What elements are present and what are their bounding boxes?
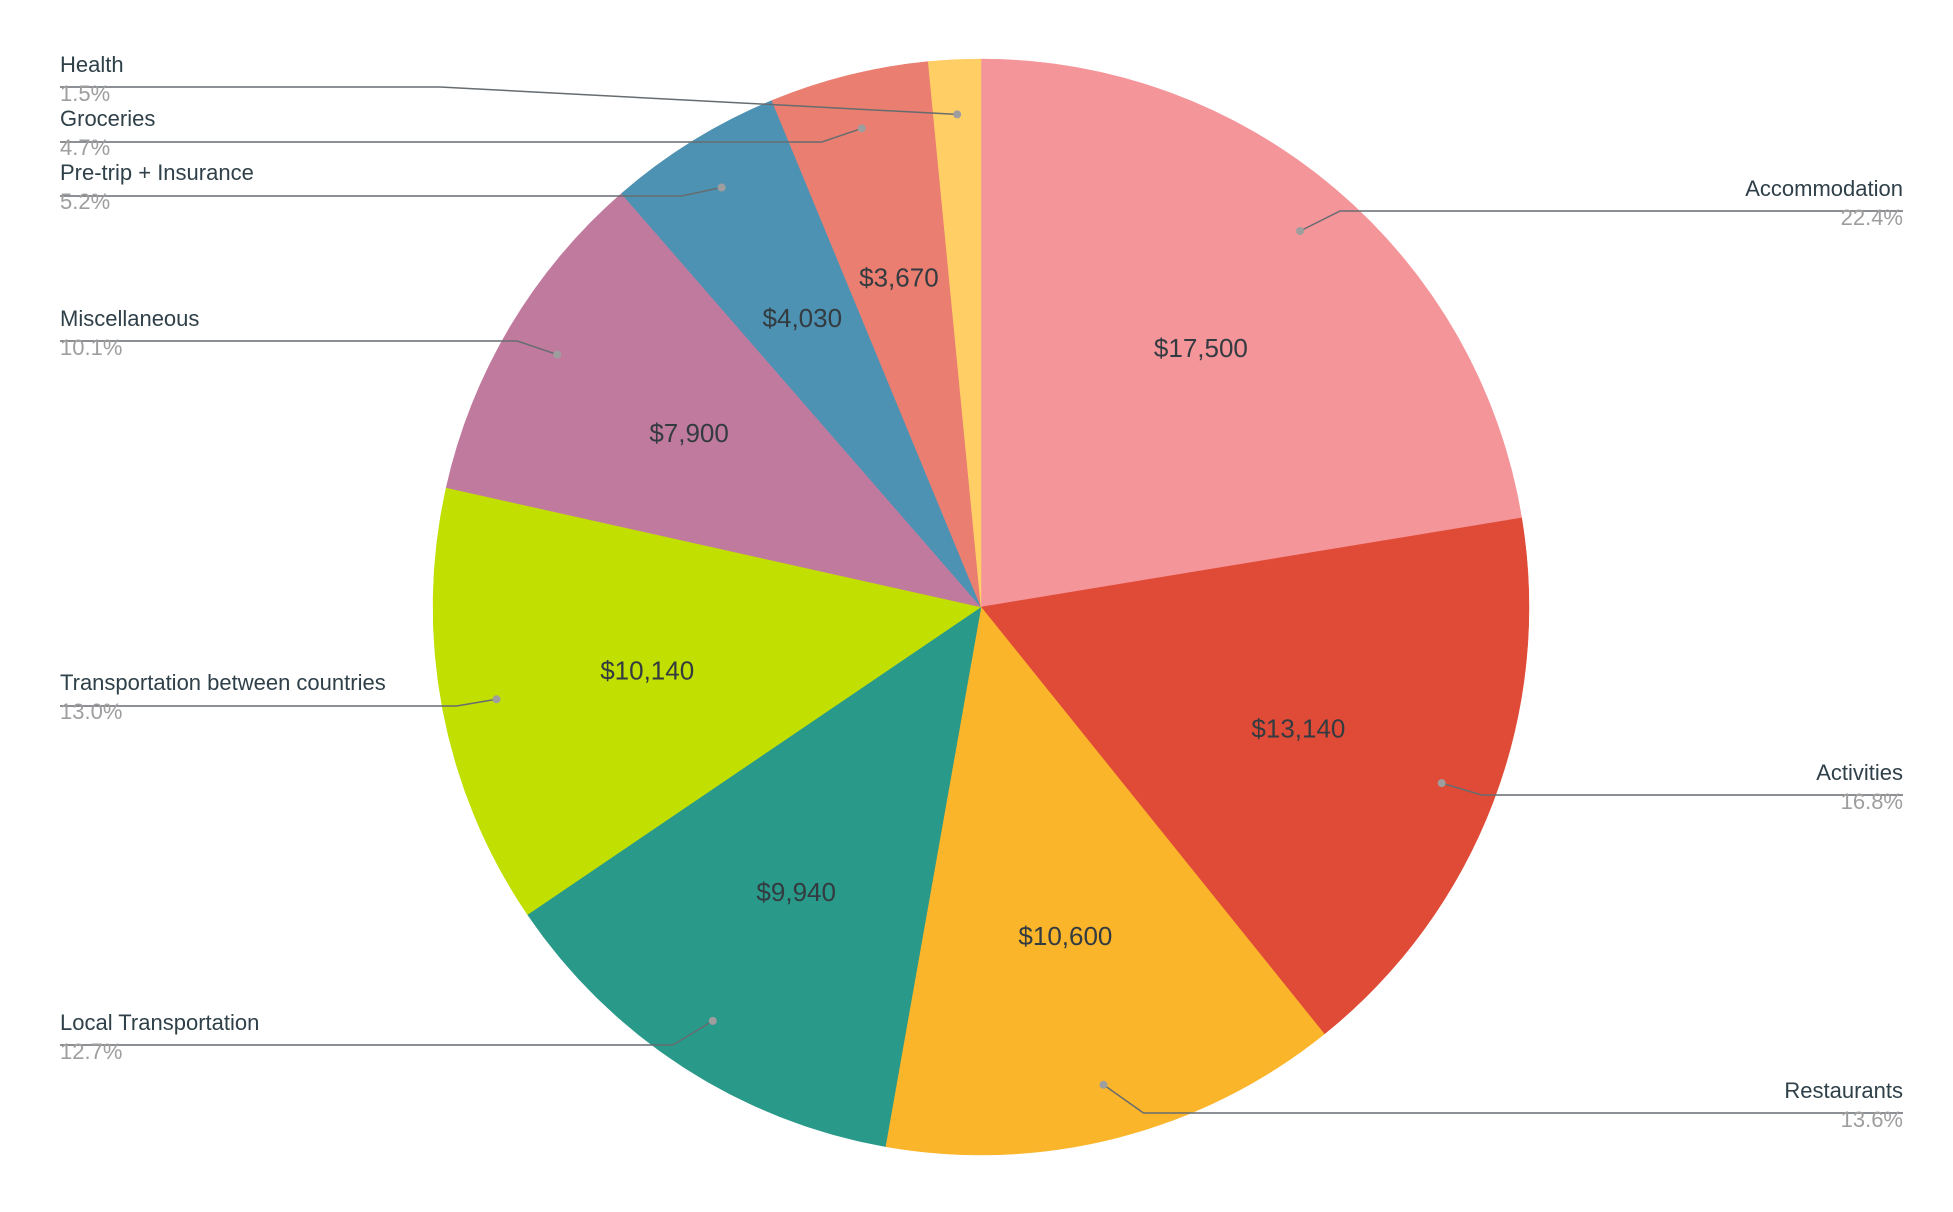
percent-label-miscellaneous: 10.1% [60, 335, 122, 360]
percent-label-activities: 16.8% [1841, 789, 1903, 814]
leader-dot-accommodation [1296, 227, 1305, 235]
category-label-activities: Activities [1816, 760, 1903, 785]
value-label-transportation-between-countries: $10,140 [600, 656, 694, 686]
leader-line-groceries [60, 127, 863, 143]
category-label-restaurants: Restaurants [1784, 1078, 1903, 1103]
pie-slice-local-transportation [527, 606, 982, 1147]
percent-label-local-transportation: 12.7% [60, 1039, 122, 1064]
leader-dot-local-transportation [708, 1016, 717, 1025]
leader-line-accommodation [1299, 210, 1903, 232]
leader-dot-transportation-between-countries [492, 695, 501, 704]
percent-label-groceries: 4.7% [60, 135, 110, 160]
value-label-activities: $13,140 [1251, 713, 1345, 743]
leader-dot-health [953, 110, 962, 119]
leader-line-miscellaneous [60, 340, 558, 356]
category-label-local-transportation: Local Transportation [60, 1010, 259, 1035]
leader-dot-activities [1437, 779, 1446, 788]
leader-dot-restaurants [1099, 1080, 1108, 1089]
category-label-groceries: Groceries [60, 106, 155, 131]
pie-slice-accommodation [980, 58, 1522, 608]
pie-slice-groceries [771, 61, 982, 608]
value-label-accommodation: $17,500 [1154, 333, 1248, 363]
leader-line-health [60, 86, 958, 116]
leader-line-activities [1441, 782, 1903, 796]
pie-callouts: Accommodation 22.4% Activities 16.8% Restaur… [60, 52, 1903, 1132]
pie-slice-activities [980, 517, 1530, 1035]
category-label-pre-trip-insurance: Pre-trip + Insurance [60, 160, 254, 185]
pie-slice-miscellaneous [445, 193, 982, 608]
percent-label-accommodation: 22.4% [1841, 205, 1903, 230]
value-label-miscellaneous: $7,900 [649, 418, 729, 448]
leader-dot-miscellaneous [553, 350, 562, 359]
category-label-health: Health [60, 52, 124, 77]
pie-slice-restaurants [885, 606, 1325, 1156]
pie-value-labels: $17,500 $13,140 $10,600 $9,940 $10,140 $7,900… [600, 262, 1345, 951]
pie-slices [432, 58, 1530, 1156]
leader-line-restaurants [1103, 1084, 1903, 1114]
category-label-miscellaneous: Miscellaneous [60, 306, 199, 331]
category-label-accommodation: Accommodation [1745, 176, 1903, 201]
pie-slice-pre-trip-insurance [621, 100, 982, 608]
category-label-transportation-between-countries: Transportation between countries [60, 670, 386, 695]
leader-line-local-transportation [60, 1020, 714, 1046]
leader-line-pre-trip-insurance [60, 186, 722, 197]
value-label-groceries: $3,670 [859, 262, 939, 292]
value-label-pre-trip-insurance: $4,030 [763, 303, 843, 333]
percent-label-health: 1.5% [60, 81, 110, 106]
percent-label-restaurants: 13.6% [1841, 1107, 1903, 1132]
percent-label-pre-trip-insurance: 5.2% [60, 189, 110, 214]
pie-slice-transportation-between-countries [432, 487, 982, 915]
value-label-local-transportation: $9,940 [756, 877, 836, 907]
leader-line-transportation-between-countries [60, 698, 497, 707]
value-label-restaurants: $10,600 [1018, 921, 1112, 951]
pie-slice-health [927, 58, 982, 608]
leader-dot-pre-trip-insurance [717, 183, 726, 192]
leader-dot-groceries [857, 124, 866, 133]
percent-label-transportation-between-countries: 13.0% [60, 699, 122, 724]
